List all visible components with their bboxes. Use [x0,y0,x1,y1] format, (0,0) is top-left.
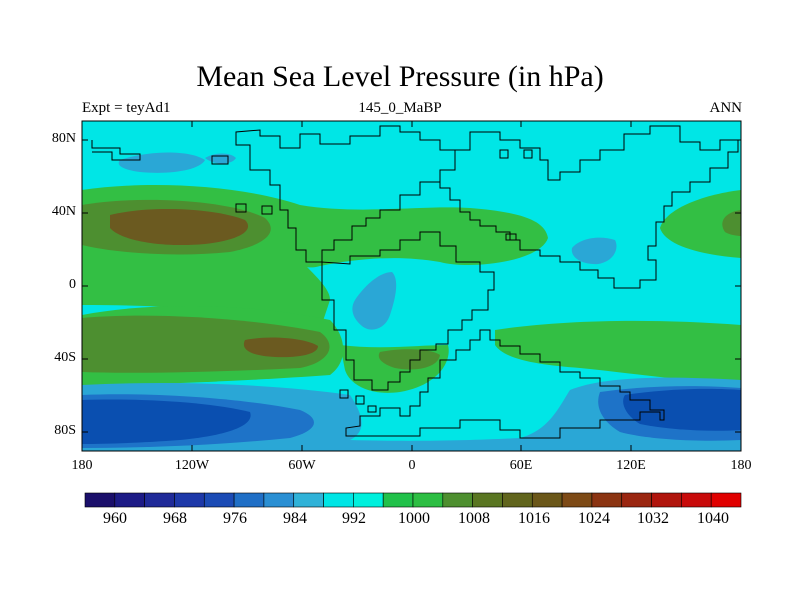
field-tropical-low-west [352,272,397,330]
experiment-label: Expt = teyAd1 [82,100,171,116]
colorbar-label-984: 984 [283,510,307,527]
field-south-pacific-high [82,315,330,373]
coast-north-america [91,125,456,263]
time-label: 145_0_MaBP [358,100,442,116]
colorbar-swatch [710,492,742,508]
field-asian-low [571,237,617,265]
colorbar-swatch [203,492,235,508]
pressure-field [82,121,741,451]
lat-label-40n: 40N [51,204,76,219]
colorbar-swatch [591,492,623,508]
coast-islands [211,149,533,413]
colorbar-swatch [382,492,414,508]
coast-africa-west [235,203,273,215]
colorbar-swatch [323,492,354,508]
field-south-atlantic-high [378,349,440,370]
colorbar-swatch [561,492,593,508]
lon-label-120w: 120W [174,458,210,473]
lon-label-180w: 180 [71,458,93,473]
colorbar-swatch [114,492,145,508]
lon-label-60e: 60E [509,458,533,473]
colorbar-label-1008: 1008 [458,510,490,527]
field-antarctic-deepest-low [623,388,741,431]
colorbar-swatch [502,492,533,508]
lat-label-0: 0 [69,277,76,292]
colorbar-swatch [144,492,175,508]
colorbar-swatch [531,492,563,508]
lon-label-60w: 60W [288,458,316,473]
field-south-high-east [495,320,741,385]
colorbar-label-968: 968 [163,510,187,527]
colorbar-swatch [263,492,295,508]
colorbar-swatch [472,492,503,508]
colorbar-swatch [84,492,116,508]
colorbar-label-1024: 1024 [578,510,610,527]
colorbar-label-960: 960 [103,510,127,527]
colorbar [84,492,742,508]
colorbar-swatch [442,492,473,508]
colorbar-label-1040: 1040 [697,510,729,527]
colorbar-swatch [174,492,205,508]
lon-label-180e: 180 [730,458,752,473]
colorbar-label-1000: 1000 [398,510,430,527]
field-antarctic-deepest-low-west [82,399,251,444]
colorbar-label-1032: 1032 [637,510,669,527]
coast-eurasia [439,125,739,289]
colorbar-swatch [233,492,265,508]
lon-label-0: 0 [408,458,416,473]
lat-label-80n: 80N [51,131,76,146]
coastlines [91,125,739,439]
lat-label-40s: 40S [54,350,76,365]
season-label: ANN [709,100,743,116]
colorbar-swatch [621,492,652,508]
lat-label-80s: 80S [54,423,76,438]
colorbar-label-1016: 1016 [518,510,550,527]
field-east-high [660,190,741,258]
colorbar-swatch [293,492,324,508]
coast-southern-continent [345,329,665,439]
map-title: Mean Sea Level Pressure (in hPa) [196,60,604,93]
field-south-pacific-core [243,337,318,358]
lon-label-120e: 120E [616,458,646,473]
colorbar-swatch [651,492,682,508]
colorbar-swatch [681,492,712,508]
colorbar-label-976: 976 [223,510,247,527]
colorbar-swatch [412,492,444,508]
coast-south-america [321,231,495,391]
colorbar-label-992: 992 [342,510,366,527]
field-east-high-core [722,210,741,236]
field-north-pacific-core [110,208,249,246]
axis-ticks [82,121,741,451]
colorbar-swatch [353,492,384,508]
